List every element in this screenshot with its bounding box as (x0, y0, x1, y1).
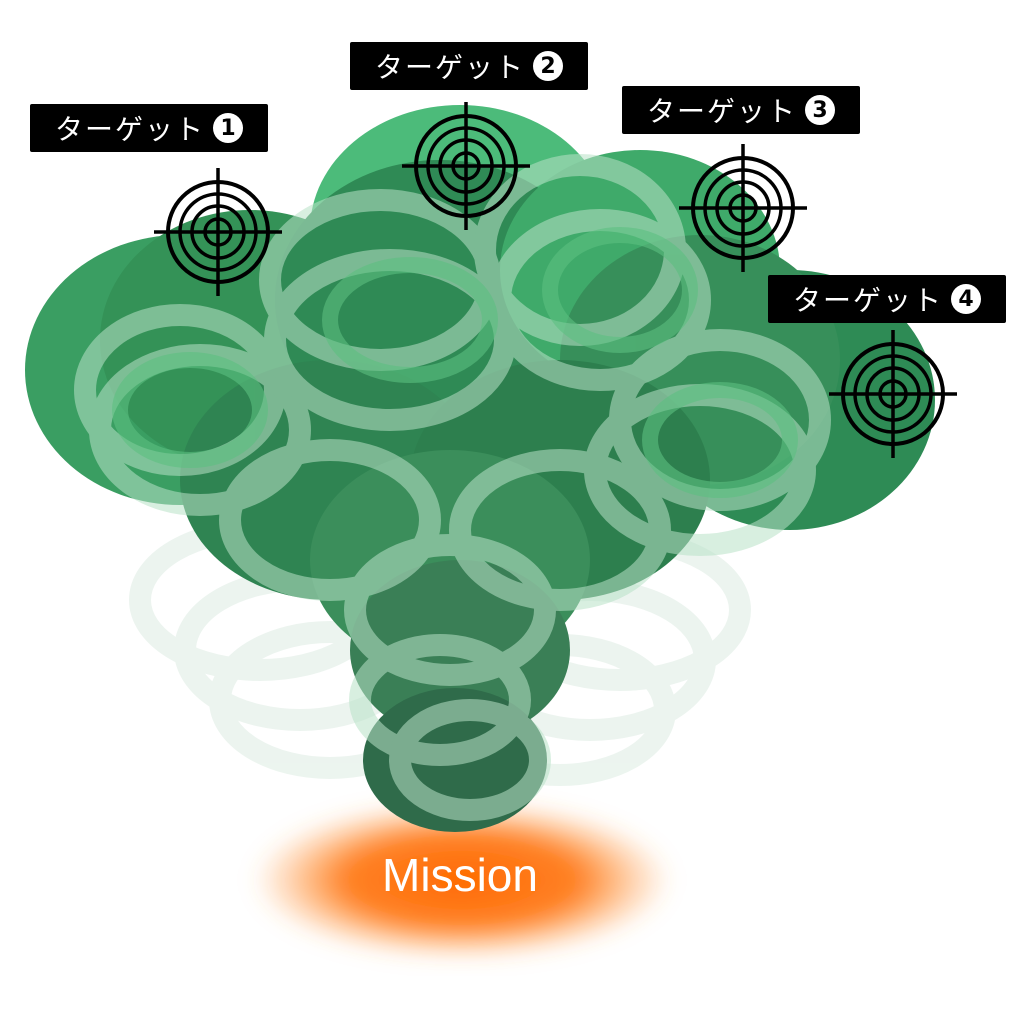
target-number-badge: 1 (213, 113, 243, 143)
crosshair-target-icon (829, 330, 957, 458)
target-number-badge: 3 (805, 95, 835, 125)
mission-glow (252, 800, 672, 960)
crosshair-target-icon (679, 144, 807, 272)
target-label-text: ターゲット (54, 113, 205, 146)
target-label-3: ターゲット 3 (622, 86, 860, 134)
crosshair-target-icon (154, 168, 282, 296)
target-label-1: ターゲット 1 (30, 104, 268, 152)
swirl-rings (74, 154, 831, 821)
target-label-text: ターゲット (374, 51, 525, 84)
crosshair-target-icon (402, 102, 530, 230)
target-number-badge: 2 (533, 51, 563, 81)
target-label-text: ターゲット (646, 95, 797, 128)
target-label-2: ターゲット 2 (350, 42, 588, 90)
mission-label: Mission (382, 849, 538, 901)
target-number-badge: 4 (951, 284, 981, 314)
swirl-rings-dark (112, 227, 798, 498)
target-label-4: ターゲット 4 (768, 275, 1006, 323)
target-label-text: ターゲット (792, 284, 943, 317)
